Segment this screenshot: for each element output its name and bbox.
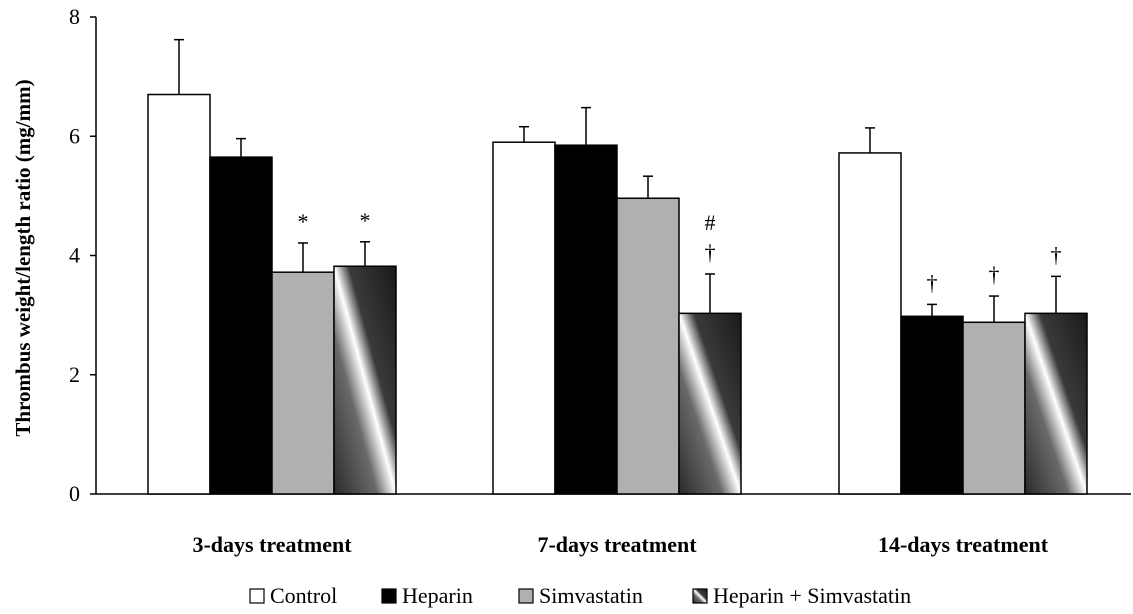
bar (492, 141, 556, 495)
legend-label: Simvastatin (539, 583, 643, 608)
legend-label: Heparin + Simvastatin (713, 583, 911, 608)
significance-marker: † (989, 262, 1000, 287)
bar (962, 321, 1026, 495)
y-tick-label: 8 (69, 4, 80, 29)
bar (271, 271, 335, 495)
legend-swatch (249, 588, 265, 604)
legend-swatch (692, 588, 708, 604)
legend-label: Control (270, 583, 337, 608)
legend-swatch (518, 588, 534, 604)
bar (209, 156, 273, 495)
y-tick-label: 6 (69, 123, 80, 148)
bar (554, 144, 618, 495)
bar (616, 197, 680, 495)
significance-marker: * (298, 209, 309, 234)
category-label: 14-days treatment (878, 532, 1049, 557)
significance-marker: † (705, 240, 716, 265)
bar (333, 265, 397, 495)
bar (1024, 312, 1088, 495)
significance-marker: † (1051, 242, 1062, 267)
category-label: 3-days treatment (192, 532, 352, 557)
bar (678, 312, 742, 495)
legend-label: Heparin (402, 583, 473, 608)
legend-swatch (381, 588, 397, 604)
significance-marker: † (927, 270, 938, 295)
category-label: 7-days treatment (537, 532, 697, 557)
bar (900, 315, 964, 495)
significance-marker: # (705, 210, 716, 235)
bar (838, 152, 902, 495)
y-tick-label: 0 (69, 481, 80, 506)
significance-marker: * (360, 208, 371, 233)
y-tick-label: 4 (69, 243, 80, 268)
y-tick-label: 2 (69, 362, 80, 387)
plot-area: 0 2 4 6 8 * * 3-days treatment # † 7-days treatmen… (69, 4, 1131, 557)
y-axis-label: Thrombus weight/length ratio (mg/mm) (11, 79, 35, 436)
bar (147, 93, 211, 495)
legend: Control Heparin Simvastatin Heparin + Simva… (249, 583, 911, 608)
